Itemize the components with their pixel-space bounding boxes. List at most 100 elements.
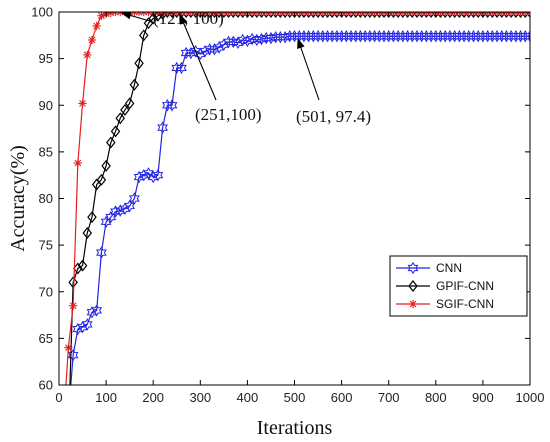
annotation-arrow <box>179 14 217 101</box>
legend-label: CNN <box>436 261 462 275</box>
data-point <box>214 12 224 18</box>
data-point <box>275 12 286 18</box>
data-point <box>204 12 215 18</box>
y-tick-label: 100 <box>31 5 53 20</box>
data-point <box>124 97 135 110</box>
data-point <box>96 246 107 259</box>
data-point <box>147 170 159 184</box>
data-point <box>365 12 375 18</box>
data-point <box>492 12 502 18</box>
annotation-label: (251,100) <box>195 105 262 124</box>
data-point <box>68 276 78 289</box>
data-point <box>482 12 493 18</box>
data-point <box>496 12 507 18</box>
x-tick-label: 400 <box>237 390 259 405</box>
x-tick-label: 1000 <box>516 390 545 405</box>
data-point <box>209 43 220 56</box>
legend-marker <box>407 261 419 275</box>
data-point <box>374 12 385 18</box>
data-point <box>279 30 291 44</box>
annotation-label: (501, 97.4) <box>296 107 371 126</box>
data-point <box>252 12 262 18</box>
data-point <box>139 29 149 42</box>
y-tick-label: 75 <box>39 238 53 253</box>
data-point <box>237 12 248 18</box>
data-point <box>72 322 84 336</box>
data-point <box>511 12 521 18</box>
data-point <box>227 35 239 49</box>
data-point <box>86 306 98 319</box>
data-point <box>110 205 121 218</box>
data-point <box>81 318 93 331</box>
x-tick-label: 200 <box>142 390 164 405</box>
series-line <box>69 12 530 385</box>
y-tick-label: 90 <box>39 98 53 113</box>
x-tick-label: 300 <box>189 390 211 405</box>
data-point <box>157 121 168 134</box>
data-point <box>341 12 352 18</box>
data-point <box>464 12 474 18</box>
data-point <box>350 12 361 18</box>
data-point <box>454 12 465 18</box>
data-point <box>110 125 121 138</box>
y-tick-label: 60 <box>39 378 53 393</box>
legend-entry: CNN <box>396 261 462 275</box>
y-tick-label: 65 <box>39 331 53 346</box>
data-point <box>218 38 230 51</box>
legend-entry: GPIF-CNN <box>396 279 494 293</box>
data-point <box>261 12 272 18</box>
data-point <box>82 227 93 239</box>
data-point <box>199 44 211 58</box>
data-point <box>92 21 101 31</box>
data-point <box>506 12 516 18</box>
data-point <box>487 12 498 18</box>
data-point <box>119 202 131 215</box>
data-point <box>105 210 117 224</box>
data-point <box>294 12 304 18</box>
x-tick-label: 900 <box>472 390 494 405</box>
data-point <box>280 12 290 18</box>
data-point <box>355 12 366 18</box>
y-tick-label: 95 <box>39 51 53 66</box>
data-point <box>129 192 140 205</box>
data-point <box>133 170 145 184</box>
x-tick-label: 600 <box>331 390 353 405</box>
data-point <box>275 30 286 44</box>
data-point <box>360 12 370 18</box>
data-point <box>393 12 403 18</box>
data-point <box>106 136 116 149</box>
data-point <box>73 262 83 275</box>
data-point <box>251 33 263 47</box>
data-point <box>129 78 140 91</box>
ticks-layer: 0 100 200 300 400 500 600 700 800 900 1000 60 65 70 75… <box>31 5 544 406</box>
data-point <box>445 12 455 18</box>
data-point <box>379 12 389 18</box>
data-point <box>260 31 272 45</box>
data-point <box>327 12 337 18</box>
data-point <box>219 12 229 18</box>
data-point <box>426 12 436 18</box>
data-point <box>369 12 380 18</box>
y-tick-label: 70 <box>39 284 53 299</box>
data-point <box>115 112 125 125</box>
data-point <box>167 12 177 18</box>
data-point <box>87 211 97 224</box>
data-point <box>209 12 220 18</box>
data-point <box>299 12 309 18</box>
data-point <box>412 12 422 18</box>
y-axis-label: Accuracy(%) <box>7 145 29 252</box>
data-point <box>332 12 342 18</box>
data-point <box>232 36 244 49</box>
data-point <box>473 12 483 18</box>
legend: CNN GPIF-CNN SGIF-CNN <box>389 255 528 317</box>
data-point <box>223 35 234 49</box>
legend-marker <box>408 280 418 292</box>
legend-entry: SGIF-CNN <box>396 297 494 311</box>
annotation-arrow <box>121 11 154 23</box>
annotation-layer: (121, 100) (251,100) (501, 97.4) <box>121 9 371 126</box>
data-point <box>346 12 356 18</box>
data-point <box>242 34 253 48</box>
data-point <box>120 103 130 116</box>
